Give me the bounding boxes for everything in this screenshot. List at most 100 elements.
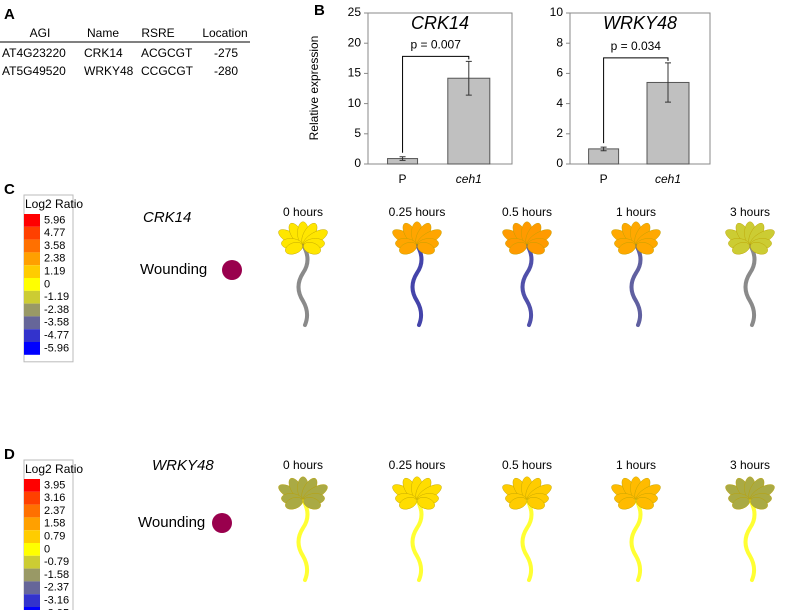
plant-leaf [417, 497, 435, 510]
error-bar [600, 146, 607, 152]
plant [502, 476, 552, 582]
plant-root [296, 243, 310, 327]
legend-swatch [24, 265, 40, 278]
plant [392, 221, 442, 327]
plant-leaf [303, 497, 321, 510]
gene-name: CRK14 [143, 209, 191, 226]
significance-bracket [402, 55, 470, 153]
annotation: p = 0.007 [410, 37, 461, 51]
x-tick-label: ceh1 [456, 172, 482, 186]
plant-root [296, 498, 310, 582]
y-tick-label: 15 [348, 66, 362, 80]
legend-label: 0.79 [44, 531, 65, 543]
gene-name: WRKY48 [152, 457, 214, 474]
plant-root [743, 243, 757, 327]
plant-leaf [285, 242, 303, 255]
legend-label: 0 [44, 543, 50, 555]
y-tick-label: 20 [348, 35, 362, 49]
legend-swatch [24, 543, 40, 556]
table-cell: WRKY48 [84, 64, 134, 78]
plant-root [520, 243, 534, 327]
table-cell: CRK14 [84, 46, 123, 60]
legend-label: 3.95 [44, 479, 65, 491]
condition-label: Wounding [140, 261, 207, 278]
legend-swatch [24, 581, 40, 595]
legend-swatch [24, 278, 40, 291]
chart-title: WRKY48 [603, 13, 677, 33]
legend-title: Log2 Ratio [25, 462, 83, 476]
plant-leaf [303, 242, 321, 255]
panel-label: D [4, 446, 15, 463]
legend-label: -4.77 [44, 330, 69, 342]
legend-swatch [24, 517, 40, 531]
plant-leaf [732, 497, 750, 510]
plant-root [743, 498, 757, 582]
legend-swatch [24, 530, 40, 543]
legend-label: -3.16 [44, 595, 69, 607]
legend-label: -1.19 [44, 291, 69, 303]
panel-label: A [4, 6, 15, 23]
plant-leaf [399, 242, 417, 255]
legend-label: 2.37 [44, 505, 65, 517]
condition-label: Wounding [138, 514, 205, 531]
condition-marker [222, 260, 242, 280]
table-cell: -280 [214, 64, 238, 78]
legend-label: -2.37 [44, 582, 69, 594]
time-label: 0 hours [283, 458, 323, 472]
legend-label: 5.96 [44, 214, 65, 226]
plant-leaf [618, 242, 636, 255]
panel-label: B [314, 2, 325, 19]
legend-label: 1.19 [44, 266, 65, 278]
table-cell: -275 [214, 46, 238, 60]
y-axis-label: Relative expression [307, 36, 321, 141]
legend-swatch [24, 491, 40, 505]
significance-bracket [603, 57, 669, 144]
plant [278, 476, 328, 582]
error-bar [665, 62, 671, 103]
plant [502, 221, 552, 327]
x-tick-label: P [600, 172, 608, 186]
plant-leaf [618, 497, 636, 510]
plant-leaf [636, 242, 654, 255]
y-tick-label: 0 [556, 156, 563, 170]
plot-frame [569, 12, 711, 165]
legend-swatch [24, 214, 40, 227]
time-label: 1 hours [616, 458, 656, 472]
y-tick-label: 10 [348, 96, 362, 110]
table-header: Name [87, 26, 119, 40]
time-label: 1 hours [616, 205, 656, 219]
plant-leaf [732, 242, 750, 255]
table-cell: AT5G49520 [2, 64, 66, 78]
legend-swatch [24, 290, 40, 304]
chart-title: CRK14 [411, 13, 469, 33]
legend-swatch [24, 504, 40, 518]
legend-swatch [24, 607, 40, 610]
legend-label: 0 [44, 278, 50, 290]
legend-label: 3.58 [44, 240, 65, 252]
legend-label: 2.38 [44, 253, 65, 265]
plant [611, 221, 661, 327]
plant [392, 476, 442, 582]
legend-swatch [24, 555, 40, 569]
plant-leaf [285, 497, 303, 510]
y-tick-label: 5 [354, 126, 361, 140]
plant [278, 221, 328, 327]
time-label: 0.25 hours [389, 458, 446, 472]
y-tick-label: 0 [354, 156, 361, 170]
time-label: 0 hours [283, 205, 323, 219]
plant-root [629, 498, 643, 582]
legend-title: Log2 Ratio [25, 197, 83, 211]
plant-root [410, 243, 424, 327]
legend-swatch [24, 239, 40, 253]
time-label: 0.25 hours [389, 205, 446, 219]
legend-swatch [24, 342, 40, 355]
time-label: 0.5 hours [502, 205, 552, 219]
error-bar [399, 156, 406, 161]
legend-label: 3.16 [44, 492, 65, 504]
legend-swatch [24, 316, 40, 330]
y-tick-label: 8 [556, 35, 563, 49]
legend-label: -5.96 [44, 342, 69, 354]
x-tick-label: P [399, 172, 407, 186]
legend-label: -3.95 [44, 607, 69, 610]
